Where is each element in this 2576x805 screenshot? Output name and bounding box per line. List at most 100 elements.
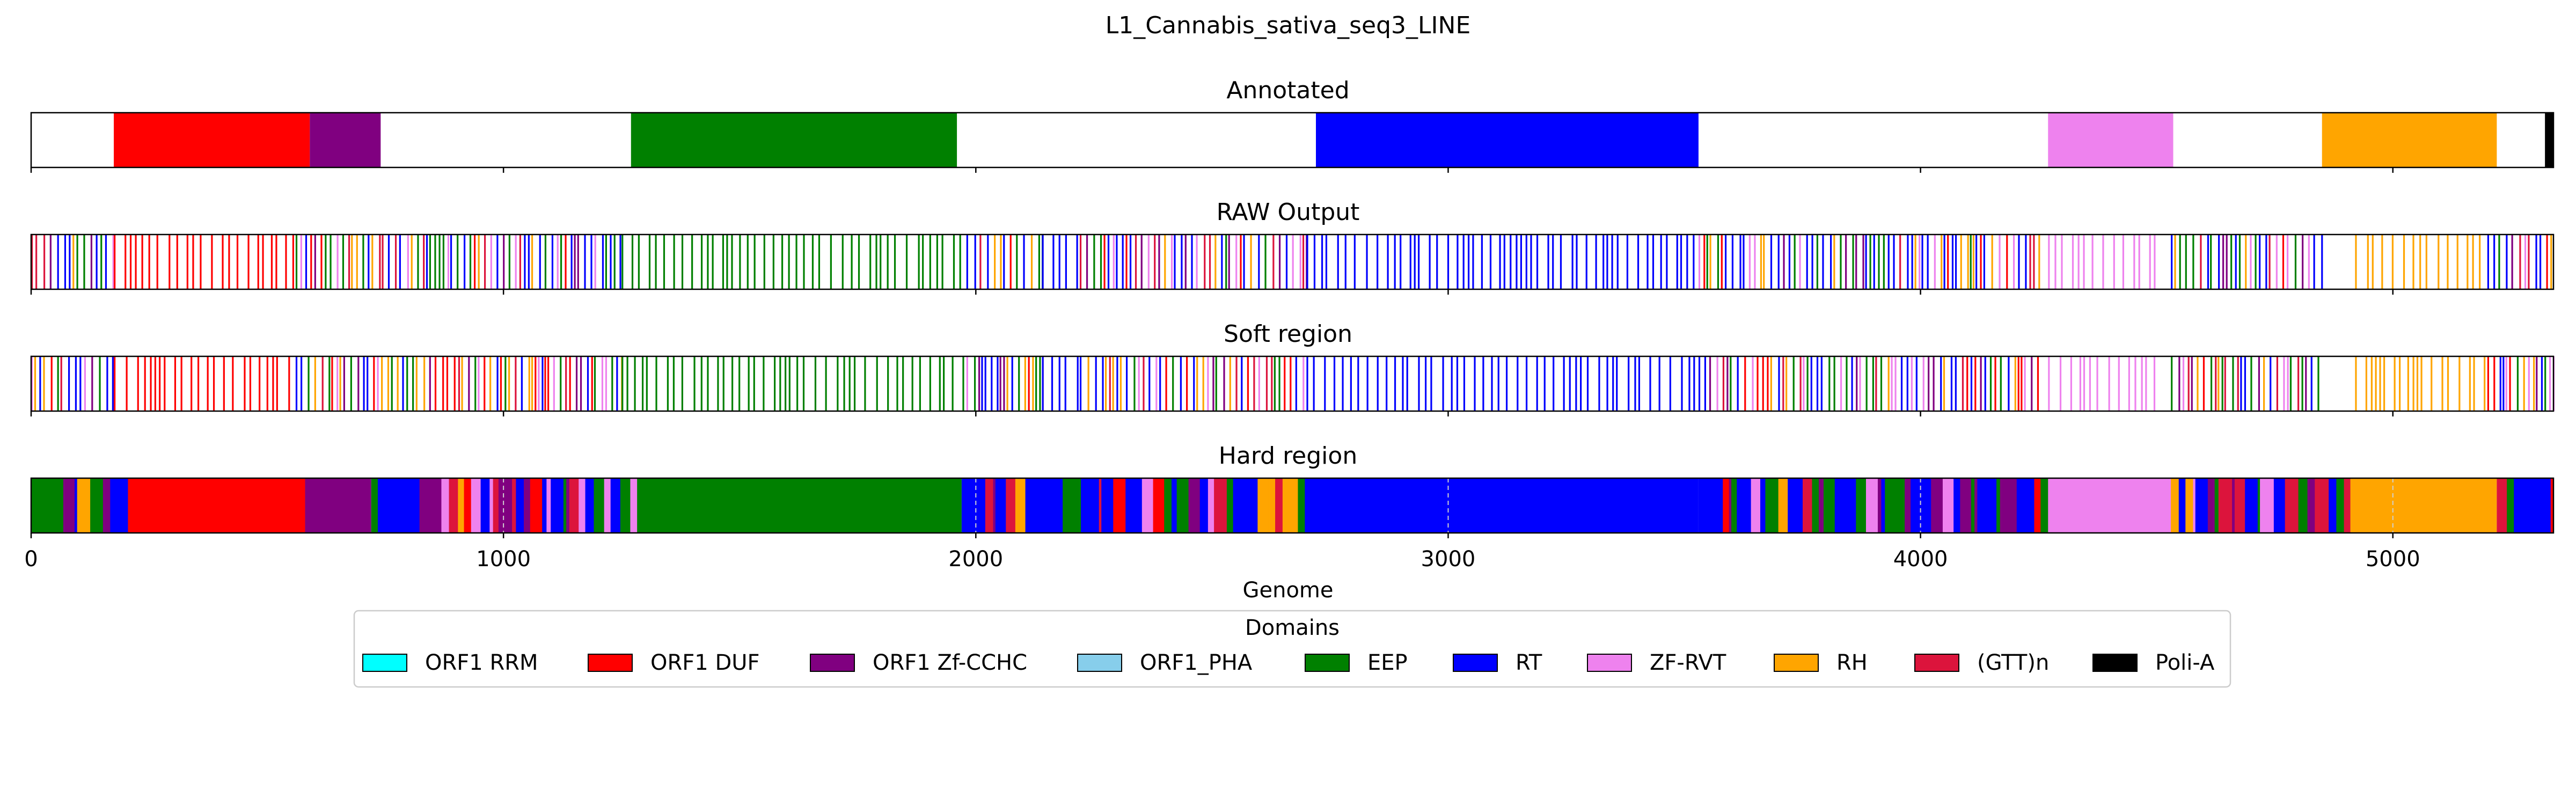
prediction-line	[1174, 235, 1176, 289]
prediction-line	[1606, 356, 1608, 411]
prediction-line	[621, 235, 624, 289]
prediction-line	[1726, 356, 1729, 411]
prediction-line	[438, 235, 441, 289]
chart-title: L1_Cannabis_sativa_seq3_LINE	[1106, 12, 1471, 39]
prediction-line	[663, 235, 665, 289]
prediction-line	[272, 356, 274, 411]
prediction-line	[811, 235, 814, 289]
prediction-line	[211, 235, 213, 289]
prediction-line	[1649, 356, 1651, 411]
prediction-line	[200, 235, 202, 289]
prediction-line	[276, 356, 278, 411]
prediction-line	[1302, 356, 1305, 411]
prediction-line	[1258, 235, 1260, 289]
prediction-line	[381, 356, 383, 411]
prediction-line	[141, 235, 143, 289]
prediction-line	[474, 356, 477, 411]
segment-mixed	[2298, 478, 2302, 533]
prediction-line	[1107, 235, 1110, 289]
segment-mixed	[1953, 478, 1960, 533]
prediction-line	[2245, 235, 2247, 289]
prediction-line	[837, 356, 839, 411]
prediction-line	[2456, 235, 2458, 289]
prediction-line	[1125, 235, 1128, 289]
prediction-line	[1851, 356, 1853, 411]
segment-mixed	[1217, 478, 1227, 533]
prediction-line	[1122, 235, 1124, 289]
segment-mixed	[2315, 478, 2329, 533]
prediction-line	[1042, 235, 1044, 289]
prediction-line	[2268, 235, 2271, 289]
prediction-line	[1840, 356, 1842, 411]
prediction-line	[57, 356, 59, 411]
prediction-line	[2372, 235, 2374, 289]
prediction-line	[691, 235, 693, 289]
segment-rt	[1306, 478, 1699, 533]
prediction-line	[591, 356, 593, 411]
prediction-line	[1962, 356, 1964, 411]
prediction-line	[2138, 235, 2140, 289]
prediction-line	[2493, 356, 2496, 411]
prediction-line	[700, 356, 702, 411]
prediction-line	[638, 235, 640, 289]
prediction-line	[2523, 356, 2525, 411]
prediction-line	[876, 356, 878, 411]
prediction-line	[249, 356, 252, 411]
prediction-line	[1730, 356, 1732, 411]
prediction-line	[619, 235, 621, 289]
prediction-line	[1418, 235, 1420, 289]
prediction-line	[415, 356, 418, 411]
prediction-line	[1333, 356, 1336, 411]
prediction-line	[894, 235, 896, 289]
prediction-line	[1828, 356, 1831, 411]
prediction-line	[2232, 356, 2234, 411]
prediction-line	[565, 235, 567, 289]
prediction-line	[1816, 235, 1818, 289]
segment-mixed	[516, 478, 524, 533]
prediction-line	[174, 356, 177, 411]
segment-mixed	[1141, 478, 1154, 533]
prediction-line	[1658, 356, 1660, 411]
prediction-line	[1472, 235, 1474, 289]
prediction-line	[99, 356, 101, 411]
prediction-line	[458, 356, 460, 411]
prediction-line	[943, 356, 945, 411]
prediction-line	[2070, 356, 2072, 411]
prediction-line	[288, 356, 290, 411]
prediction-line	[848, 356, 851, 411]
prediction-line	[795, 235, 797, 289]
prediction-line	[1811, 235, 1813, 289]
prediction-line	[2544, 356, 2546, 411]
prediction-line	[2024, 356, 2026, 411]
prediction-line	[1717, 235, 1719, 289]
segment-mixed	[1125, 478, 1132, 533]
prediction-line	[301, 356, 303, 411]
legend-swatch	[810, 654, 855, 672]
prediction-line	[569, 356, 571, 411]
segment-mixed	[1877, 478, 1882, 533]
prediction-line	[2113, 235, 2115, 289]
prediction-line	[1840, 235, 1842, 289]
prediction-line	[519, 235, 521, 289]
segment-mixed	[1881, 478, 1885, 533]
prediction-line	[681, 356, 683, 411]
prediction-line	[613, 235, 616, 289]
prediction-line	[1820, 356, 1823, 411]
prediction-line	[2133, 235, 2135, 289]
prediction-line	[1914, 235, 1916, 289]
prediction-line	[994, 235, 996, 289]
prediction-line	[330, 235, 332, 289]
prediction-line	[1154, 235, 1156, 289]
prediction-line	[1919, 235, 1921, 289]
prediction-line	[144, 356, 146, 411]
prediction-line	[2141, 356, 2143, 411]
prediction-line	[100, 235, 103, 289]
prediction-line	[1911, 356, 1913, 411]
prediction-line	[68, 356, 70, 411]
prediction-line	[1138, 356, 1140, 411]
prediction-line	[1833, 235, 1835, 289]
prediction-line	[1794, 235, 1796, 289]
prediction-line	[1911, 235, 1913, 289]
prediction-line	[953, 235, 955, 289]
prediction-line	[2539, 235, 2542, 289]
